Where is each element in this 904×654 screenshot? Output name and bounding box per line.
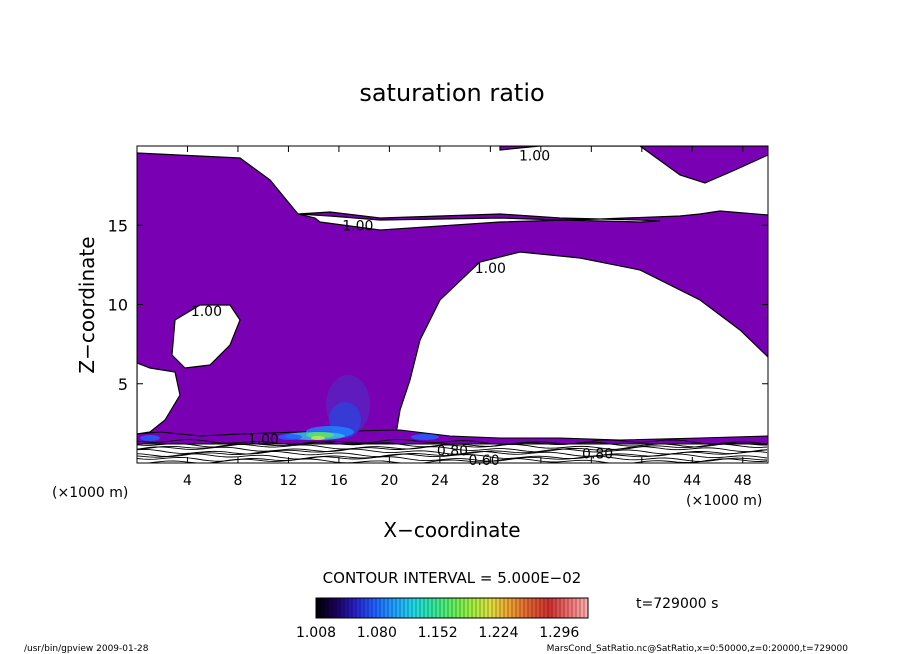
colorbar-labels: 1.008 1.080 1.152 1.224 1.296 [296, 625, 579, 641]
x-tick-label: 48 [734, 473, 752, 489]
surface-contour [137, 439, 768, 446]
x-tick-label: 40 [633, 473, 651, 489]
x-tick-label: 16 [330, 473, 348, 489]
x-axis: 4 8 12 16 20 24 28 32 36 40 44 48 [183, 146, 752, 489]
colorbar-tick-label: 1.008 [296, 625, 336, 641]
contour-labels: 1.001.001.001.001.000.800.60 0.80 [191, 149, 613, 469]
saturation-blob [311, 436, 325, 440]
saturation-blob [278, 434, 302, 440]
surface-contour [137, 453, 768, 460]
time-label: t=729000 s [636, 596, 718, 612]
surface-contour [139, 458, 768, 463]
contour-label: 1.00 [191, 304, 222, 320]
x-unit-left: (×1000 m) [52, 485, 128, 501]
surface-contour [137, 443, 768, 450]
supersaturated-region [137, 146, 768, 441]
contour-label: 1.00 [519, 149, 550, 165]
y-axis-label: Z−coordinate [75, 236, 99, 373]
x-axis-label: X−coordinate [383, 518, 520, 542]
surface-contour-lines [137, 439, 768, 463]
x-tick-label: 28 [481, 473, 499, 489]
contour-label: 0.80 [437, 443, 468, 459]
contour-interval-label: CONTOUR INTERVAL = 5.000E−02 [323, 569, 582, 587]
y-tick-label: 10 [108, 296, 128, 315]
y-tick-label: 15 [108, 216, 128, 235]
colorbar: 1.008 1.080 1.152 1.224 1.296 [296, 597, 589, 641]
colorbar-tick-label: 1.152 [418, 625, 458, 641]
colorbar-stripes [315, 598, 589, 618]
contour-label: 0.60 [468, 453, 499, 469]
saturation-blob [140, 435, 160, 441]
x-tick-label: 4 [183, 473, 192, 489]
x-tick-label: 32 [532, 473, 550, 489]
x-tick-label: 36 [582, 473, 600, 489]
surface-contour [137, 446, 768, 453]
x-tick-label: 12 [280, 473, 298, 489]
saturation-blob [411, 434, 439, 440]
x-tick-label: 24 [431, 473, 449, 489]
saturation-blob [306, 432, 334, 438]
colorbar-tick-label: 1.296 [539, 625, 579, 641]
colorbar-tick-label: 1.224 [478, 625, 518, 641]
x-tick-label: 8 [233, 473, 242, 489]
high-saturation-core [140, 375, 439, 441]
x-unit-right: (×1000 m) [686, 493, 762, 509]
surface-contour [137, 448, 768, 455]
y-tick-label: 5 [118, 375, 128, 394]
y-axis: 5 10 15 [108, 216, 768, 394]
footer-right: MarsCond_SatRatio.nc@SatRatio,x=0:50000,… [547, 644, 849, 654]
surface-contour [137, 450, 768, 458]
contour-label: 1.00 [475, 261, 506, 277]
footer-left: /usr/bin/gpview 2009-01-28 [24, 644, 149, 654]
colorbar-tick-label: 1.080 [357, 625, 397, 641]
contour-label: 0.80 [582, 446, 613, 462]
contour-label: 1.00 [342, 218, 373, 234]
x-tick-label: 44 [683, 473, 701, 489]
plot-field [137, 146, 768, 463]
chart-title: saturation ratio [359, 79, 544, 107]
x-tick-label: 20 [380, 473, 398, 489]
contour-label: 1.00 [248, 432, 279, 448]
